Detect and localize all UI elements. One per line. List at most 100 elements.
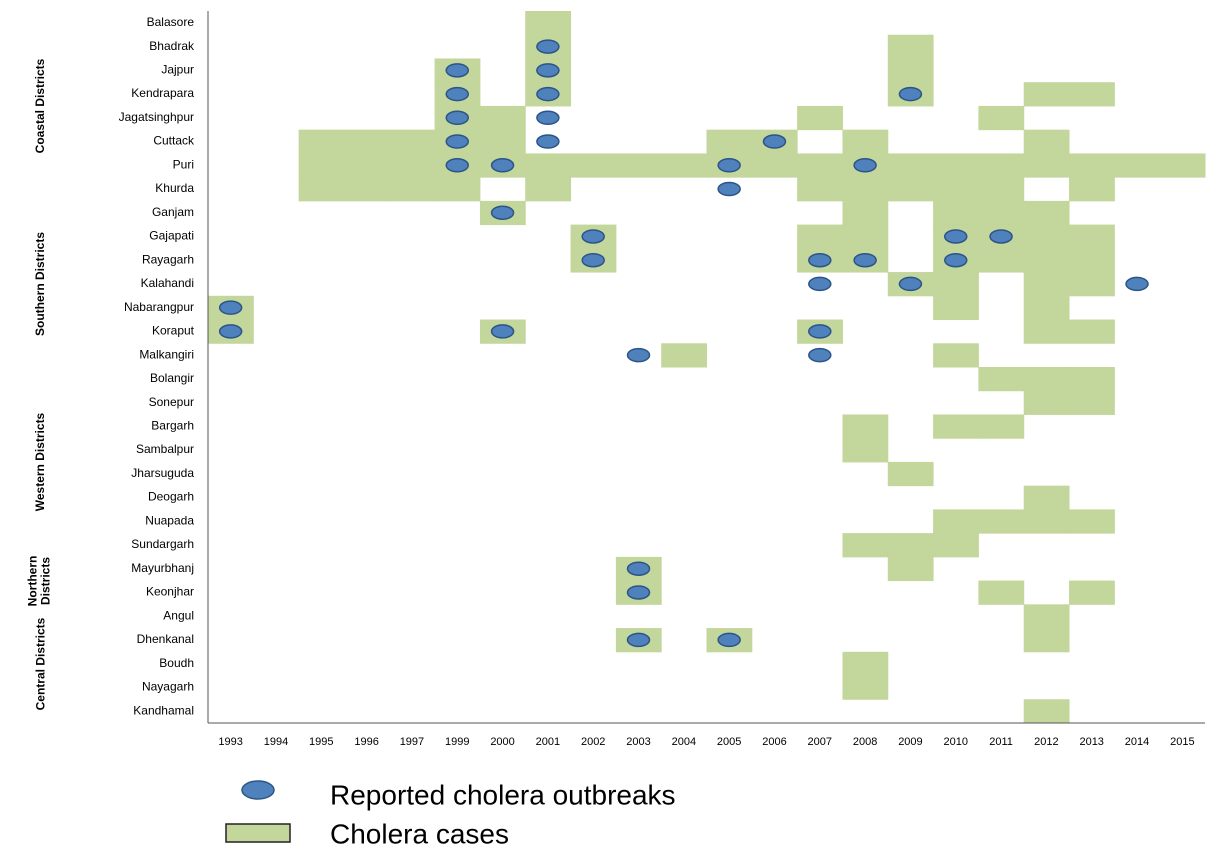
outbreak-marker bbox=[808, 324, 832, 339]
x-tick-label: 2005 bbox=[717, 736, 741, 748]
outbreak-marker bbox=[445, 63, 469, 78]
outbreak-marker bbox=[717, 181, 741, 197]
case-cell bbox=[661, 153, 707, 178]
district-label: Boudh bbox=[159, 656, 194, 670]
x-tick-label: 1995 bbox=[309, 736, 333, 748]
x-tick-label: 2002 bbox=[581, 736, 605, 748]
district-label: Keonjhar bbox=[146, 585, 194, 599]
case-cell bbox=[1023, 200, 1070, 226]
legend-label: Cholera cases bbox=[330, 818, 509, 849]
case-cell bbox=[842, 200, 889, 226]
case-cell bbox=[570, 153, 617, 178]
case-cell bbox=[525, 153, 572, 178]
district-label: Khurda bbox=[155, 181, 194, 195]
case-cell bbox=[1023, 628, 1070, 653]
x-tick-label: 1996 bbox=[354, 736, 378, 748]
case-cell bbox=[1023, 390, 1070, 415]
x-tick-label: 2007 bbox=[808, 736, 832, 748]
case-cell bbox=[842, 651, 889, 677]
case-cell bbox=[525, 177, 572, 202]
case-cell bbox=[1023, 272, 1070, 297]
outbreak-marker bbox=[1125, 276, 1149, 292]
outbreak-marker bbox=[808, 276, 832, 292]
case-cell bbox=[751, 153, 798, 178]
x-tick-label: 2010 bbox=[944, 736, 968, 748]
case-cell bbox=[933, 509, 979, 534]
case-cell bbox=[706, 129, 753, 154]
outbreak-marker bbox=[445, 134, 469, 149]
case-cell bbox=[978, 200, 1025, 226]
x-tick-label: 2008 bbox=[853, 736, 877, 748]
case-cell bbox=[1069, 224, 1115, 249]
case-cell bbox=[1023, 367, 1070, 392]
outbreak-marker bbox=[581, 252, 605, 268]
case-cell bbox=[1069, 319, 1115, 344]
district-label: Bolangir bbox=[150, 371, 194, 385]
district-label: Malkangiri bbox=[139, 347, 194, 361]
group-label: Northern Districts bbox=[25, 555, 53, 606]
case-cell bbox=[298, 177, 345, 202]
district-label: Sonepur bbox=[149, 395, 194, 409]
case-cell bbox=[933, 533, 979, 558]
district-label: Jajpur bbox=[161, 63, 194, 77]
case-cell bbox=[1069, 177, 1115, 202]
outbreak-marker bbox=[717, 632, 741, 648]
case-cell bbox=[933, 272, 979, 297]
case-cell bbox=[525, 11, 572, 36]
case-cell bbox=[434, 177, 481, 202]
x-tick-label: 1997 bbox=[400, 736, 424, 748]
x-tick-label: 2003 bbox=[626, 736, 650, 748]
case-cell bbox=[933, 414, 979, 439]
x-tick-label: 2011 bbox=[989, 736, 1013, 748]
case-cell bbox=[1023, 224, 1070, 249]
district-label: Kendrapara bbox=[131, 86, 194, 100]
case-cell bbox=[389, 153, 436, 178]
district-label: Sambalpur bbox=[136, 442, 194, 456]
district-label: Kalahandi bbox=[141, 276, 194, 290]
outbreak-marker bbox=[536, 110, 560, 126]
group-label: Western Districts bbox=[32, 412, 47, 512]
case-cell bbox=[978, 105, 1025, 131]
case-cell bbox=[842, 177, 889, 202]
case-cell bbox=[1023, 699, 1070, 724]
case-cell bbox=[1069, 390, 1115, 415]
district-label: Balasore bbox=[147, 15, 195, 29]
district-label: Nayagarh bbox=[142, 680, 194, 694]
case-cell bbox=[1023, 82, 1070, 107]
case-cell bbox=[887, 556, 934, 582]
x-tick-label: 2004 bbox=[672, 736, 696, 748]
case-cell bbox=[842, 129, 889, 154]
outbreak-marker bbox=[944, 229, 968, 244]
outbreak-marker bbox=[536, 39, 560, 54]
case-cell bbox=[1023, 604, 1070, 629]
outbreak-marker bbox=[717, 158, 741, 173]
outbreak-marker bbox=[536, 86, 560, 102]
district-label: Angul bbox=[163, 608, 194, 622]
case-cell bbox=[1023, 485, 1070, 510]
case-cell bbox=[1023, 319, 1070, 344]
case-cell bbox=[978, 177, 1025, 202]
case-cell bbox=[887, 461, 934, 487]
outbreak-marker bbox=[445, 86, 469, 102]
case-cell bbox=[298, 129, 345, 154]
outbreak-marker bbox=[808, 252, 832, 268]
district-label: Kandhamal bbox=[133, 703, 194, 717]
case-cell bbox=[842, 414, 889, 439]
outbreak-marker bbox=[490, 158, 515, 173]
district-label: Nuapada bbox=[145, 513, 194, 527]
case-cell bbox=[842, 438, 889, 463]
case-cell bbox=[615, 153, 662, 178]
case-cell bbox=[797, 153, 843, 178]
case-cell bbox=[887, 34, 934, 59]
outbreak-marker bbox=[762, 134, 787, 149]
outbreak-marker bbox=[536, 63, 560, 78]
outbreak-marker bbox=[536, 134, 560, 149]
district-label: Jagatsinghpur bbox=[119, 110, 194, 124]
x-tick-label: 1999 bbox=[445, 736, 469, 748]
legend-marker bbox=[241, 780, 275, 800]
case-cell bbox=[978, 580, 1025, 605]
x-tick-label: 1993 bbox=[218, 736, 242, 748]
case-cell bbox=[1159, 153, 1206, 178]
